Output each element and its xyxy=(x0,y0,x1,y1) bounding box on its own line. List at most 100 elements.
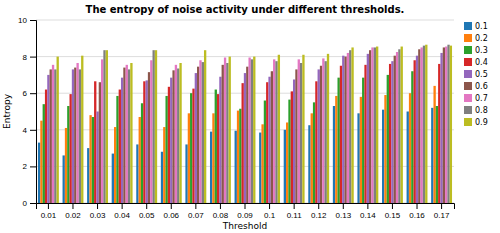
tick-mark xyxy=(30,130,36,131)
bar xyxy=(141,103,143,203)
bar xyxy=(210,132,212,203)
tick: 0.12 xyxy=(311,203,327,220)
bar xyxy=(268,77,270,203)
chart-container: 0.010.020.030.040.050.060.070.080.090.10… xyxy=(0,0,500,233)
bar xyxy=(172,70,174,203)
bar xyxy=(425,45,427,203)
bar xyxy=(170,78,172,203)
bar xyxy=(155,50,157,203)
tick: 0.01 xyxy=(41,203,57,220)
bar xyxy=(81,56,83,203)
tick-mark xyxy=(441,203,442,209)
grid xyxy=(36,20,454,203)
bar xyxy=(212,113,214,203)
bar xyxy=(185,144,187,203)
legend-swatch xyxy=(464,70,472,78)
tick-mark xyxy=(343,203,344,209)
tick-label: 8 xyxy=(23,53,28,62)
bar xyxy=(431,108,433,203)
bar xyxy=(179,63,181,203)
bar xyxy=(192,89,194,203)
series xyxy=(54,45,450,203)
bar xyxy=(204,50,206,203)
bar xyxy=(302,55,304,203)
bar xyxy=(369,50,371,203)
bar xyxy=(320,66,322,203)
tick-label: 0.11 xyxy=(287,211,303,220)
axis-line xyxy=(30,21,37,204)
bar xyxy=(146,80,148,203)
tick-mark xyxy=(245,203,246,209)
tick-label: 0.16 xyxy=(409,211,425,220)
bar xyxy=(74,68,76,203)
bar xyxy=(165,96,167,203)
bar xyxy=(92,117,94,203)
legend-item: 0.4 xyxy=(464,58,488,67)
bar xyxy=(57,57,59,203)
tick-label: 0.03 xyxy=(90,211,106,220)
bar xyxy=(387,75,389,203)
legend-label: 0.4 xyxy=(475,58,488,67)
chart: 0.010.020.030.040.050.060.070.080.090.10… xyxy=(0,0,500,233)
bar xyxy=(161,152,163,203)
plot: 0.010.020.030.040.050.060.070.080.090.10… xyxy=(18,16,454,220)
tick: 0.17 xyxy=(434,203,450,220)
tick: 0.16 xyxy=(409,203,425,220)
tick-label: 0.02 xyxy=(65,211,81,220)
tick-label: 2 xyxy=(23,162,28,171)
bar xyxy=(235,131,237,203)
bar xyxy=(40,121,42,203)
tick: 0 xyxy=(23,199,36,208)
tick-mark xyxy=(30,166,36,167)
bar xyxy=(342,56,344,203)
y-axis-title: Entropy xyxy=(2,93,12,129)
bar xyxy=(197,67,199,203)
bar xyxy=(153,50,155,203)
bar xyxy=(168,87,170,203)
bar xyxy=(136,144,138,203)
bar xyxy=(420,47,422,203)
bar xyxy=(315,81,317,203)
tick-mark xyxy=(146,203,147,209)
bar xyxy=(45,90,47,203)
tick-label: 0.05 xyxy=(139,211,155,220)
tick-mark xyxy=(122,203,123,209)
bar xyxy=(416,56,418,203)
bar xyxy=(347,53,349,203)
bar xyxy=(261,124,263,203)
bar xyxy=(401,47,403,203)
tick-label: 0.12 xyxy=(311,211,327,220)
tick-label: 0 xyxy=(23,199,28,208)
bar xyxy=(226,63,228,203)
bar xyxy=(436,106,438,203)
tick-mark xyxy=(171,203,172,209)
bar xyxy=(362,78,364,203)
axis-line xyxy=(37,204,455,210)
bar xyxy=(237,111,239,203)
legend-label: 0.2 xyxy=(475,34,488,43)
legend-swatch xyxy=(464,22,472,30)
bar xyxy=(50,69,52,203)
tick: 4 xyxy=(23,126,36,135)
bar xyxy=(163,127,165,203)
tick: 10 xyxy=(18,16,36,25)
bar xyxy=(128,69,130,203)
tick-label: 0.07 xyxy=(188,211,204,220)
bar xyxy=(89,115,91,203)
tick-label: 0.01 xyxy=(41,211,57,220)
bar xyxy=(188,113,190,203)
grid-line xyxy=(36,56,454,57)
legend-item: 0.3 xyxy=(464,46,488,55)
bar xyxy=(96,112,98,204)
bar xyxy=(376,47,378,203)
tick-mark xyxy=(294,203,295,209)
bar xyxy=(143,81,145,203)
bar xyxy=(286,122,288,203)
bar xyxy=(337,78,339,203)
bar xyxy=(70,94,72,203)
bar xyxy=(150,60,152,203)
bar xyxy=(114,127,116,203)
tick: 0.15 xyxy=(385,203,401,220)
tick-mark xyxy=(97,203,98,209)
tick-mark xyxy=(367,203,368,209)
